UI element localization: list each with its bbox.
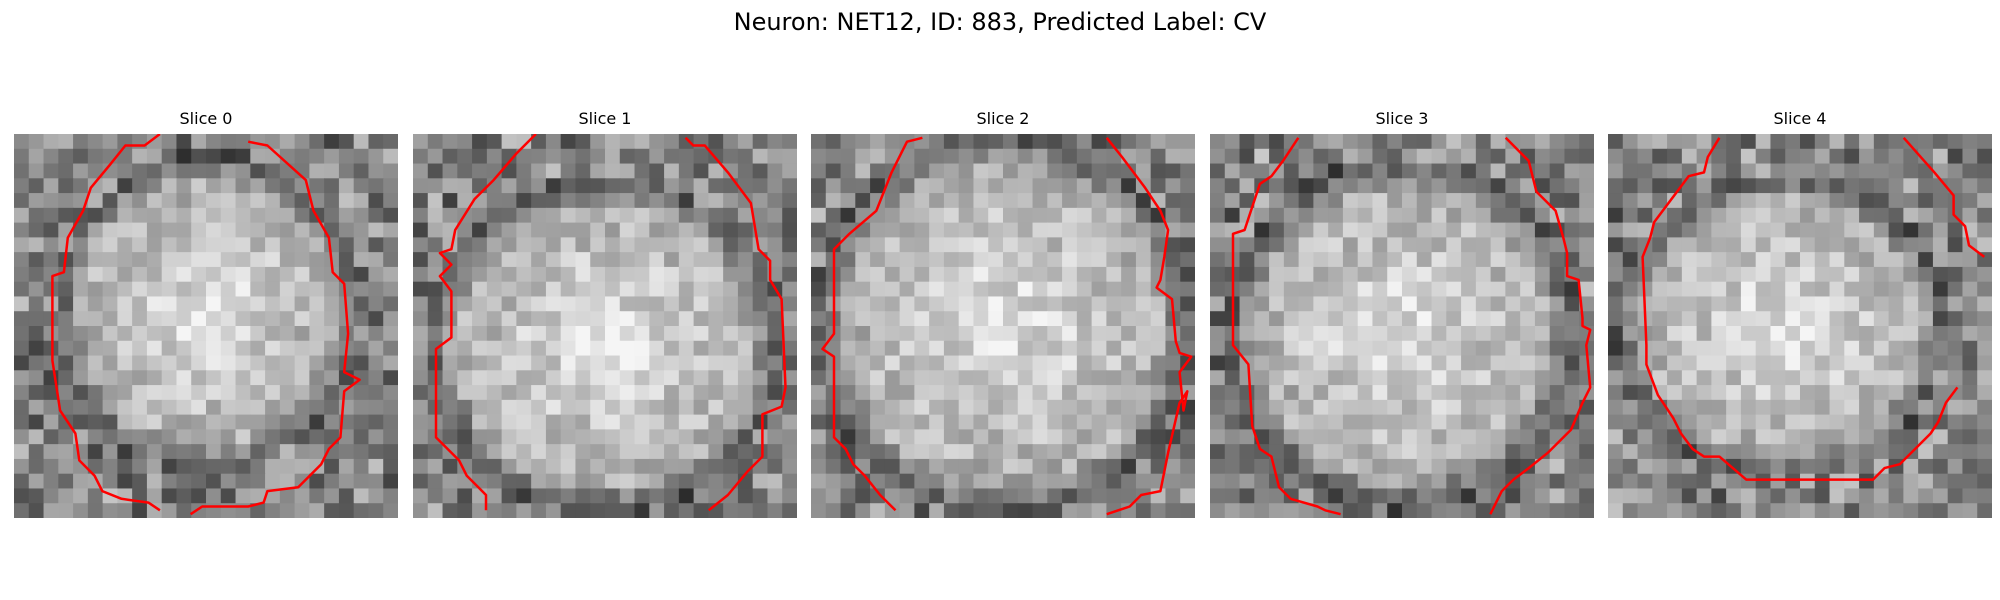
segmentation-contour (189, 140, 361, 516)
slice-panel: Slice 4 (1608, 108, 1992, 518)
slice-title: Slice 1 (578, 109, 632, 128)
segmentation-contour (821, 136, 923, 512)
slice-image (1608, 134, 1992, 518)
slice-image (1210, 134, 1594, 518)
segmentation-contour (51, 134, 161, 512)
figure-title: Neuron: NET12, ID: 883, Predicted Label:… (733, 8, 1267, 36)
slice-panel: Slice 2 (811, 108, 1195, 518)
slice-image (413, 134, 797, 518)
segmentation-contour (1231, 137, 1341, 516)
slice-panel: Slice 3 (1210, 108, 1594, 518)
slice-image (811, 134, 1195, 518)
slice-title: Slice 2 (976, 109, 1030, 128)
segmentation-contour (1902, 136, 1986, 258)
segmentation-contour (1641, 137, 1959, 481)
slice-panel: Slice 1 (413, 108, 797, 518)
segmentation-contour (1489, 136, 1592, 515)
segmentation-contour (1105, 137, 1193, 516)
slice-title: Slice 4 (1773, 109, 1827, 128)
segmentation-contour (684, 136, 787, 512)
segmentation-contour (434, 134, 537, 511)
slice-title: Slice 0 (179, 109, 233, 128)
slice-title: Slice 3 (1375, 109, 1429, 128)
slice-panel: Slice 0 (14, 108, 398, 518)
slice-image (14, 134, 398, 518)
